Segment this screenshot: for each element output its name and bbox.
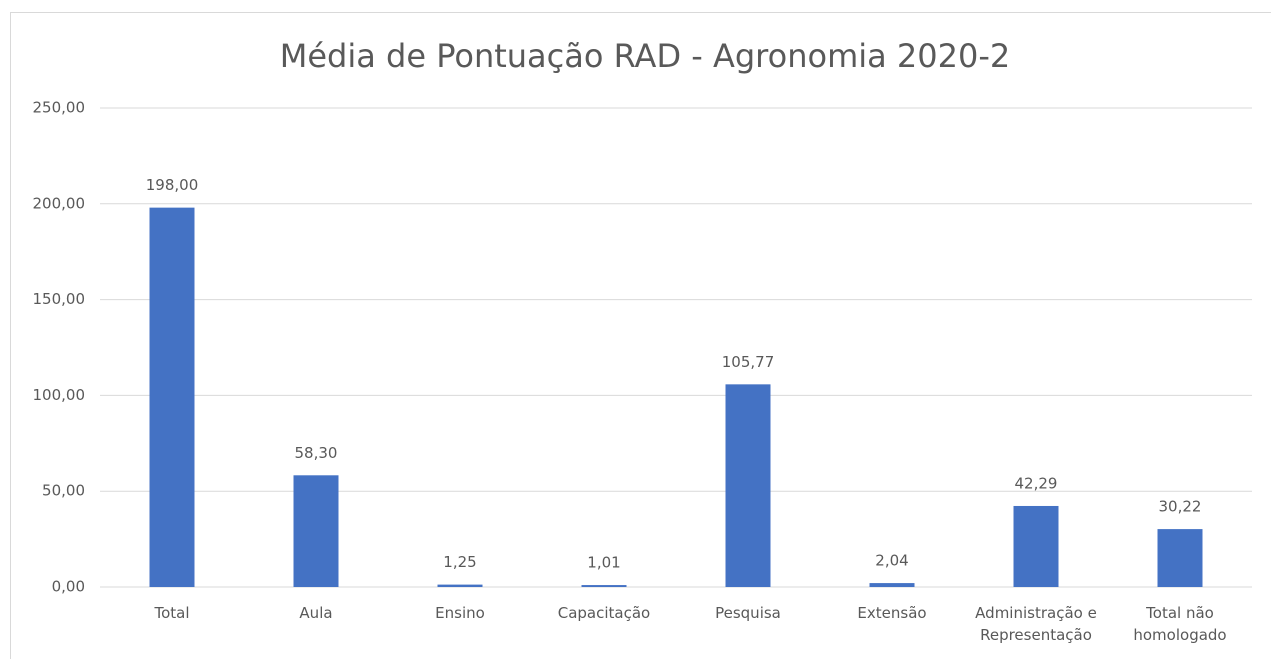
x-tick-label: Extensão bbox=[857, 604, 927, 622]
bar bbox=[293, 475, 339, 587]
x-tick-label: Capacitação bbox=[557, 604, 651, 622]
bar bbox=[437, 584, 483, 587]
x-tick-label: Administração e Representação bbox=[975, 604, 1097, 644]
data-label: 58,30 bbox=[295, 444, 338, 462]
bar bbox=[581, 585, 627, 587]
x-tick-label-box: Total bbox=[154, 604, 190, 622]
y-tick-label: 100,00 bbox=[33, 386, 86, 404]
data-label: 42,29 bbox=[1015, 474, 1058, 492]
x-tick-label: Total bbox=[154, 604, 190, 622]
y-tick-label: 150,00 bbox=[33, 290, 86, 308]
data-label: 105,77 bbox=[722, 353, 775, 371]
chart-title: Média de Pontuação RAD - Agronomia 2020-… bbox=[280, 37, 1011, 75]
data-label: 1,25 bbox=[443, 553, 476, 571]
y-tick-label: 0,00 bbox=[52, 578, 85, 596]
x-tick-label-box: Extensão bbox=[857, 604, 927, 622]
bar bbox=[725, 384, 771, 587]
data-label: 198,00 bbox=[146, 176, 199, 194]
y-tick-label: 250,00 bbox=[33, 99, 86, 117]
x-tick-label-box: Ensino bbox=[435, 604, 485, 622]
x-tick-label: Aula bbox=[299, 604, 333, 622]
data-label: 2,04 bbox=[875, 552, 908, 570]
x-tick-label: Total não homologado bbox=[1133, 604, 1227, 644]
x-tick-label-box: Aula bbox=[299, 604, 333, 622]
bar bbox=[869, 583, 915, 587]
data-label: 30,22 bbox=[1159, 498, 1202, 516]
y-tick-label: 200,00 bbox=[33, 194, 86, 212]
bar bbox=[149, 207, 195, 587]
y-tick-label: 50,00 bbox=[42, 482, 85, 500]
x-tick-label: Ensino bbox=[435, 604, 485, 622]
bar bbox=[1157, 529, 1203, 587]
x-tick-label-box: Total não homologado bbox=[1133, 604, 1227, 644]
bar bbox=[1013, 505, 1059, 587]
data-label: 1,01 bbox=[587, 554, 620, 572]
chart-frame bbox=[10, 12, 1271, 659]
x-tick-label: Pesquisa bbox=[715, 604, 781, 622]
x-tick-label-box: Administração e Representação bbox=[975, 604, 1097, 644]
x-tick-label-box: Capacitação bbox=[557, 604, 651, 622]
x-tick-label-box: Pesquisa bbox=[715, 604, 781, 622]
